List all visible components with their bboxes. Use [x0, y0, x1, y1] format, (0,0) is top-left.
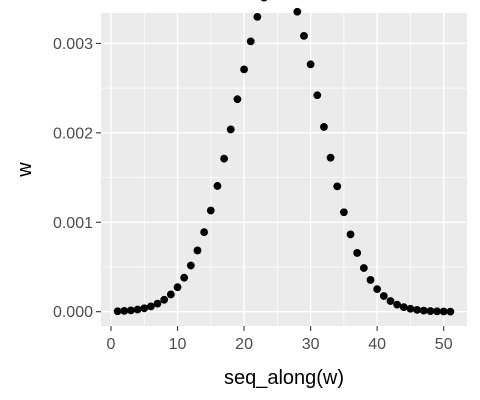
minor-gridlines [101, 13, 467, 326]
y-tick-label: 0.000 [53, 304, 93, 321]
data-point [200, 228, 209, 237]
data-point [220, 154, 229, 163]
data-point [379, 292, 388, 300]
data-point [419, 306, 428, 315]
data-point [173, 283, 182, 292]
data-point [133, 305, 142, 314]
data-point [399, 303, 408, 312]
x-tick-label: 20 [235, 336, 253, 353]
data-point [366, 276, 375, 284]
data-point [439, 307, 448, 316]
y-tick-label: 0.001 [53, 215, 93, 232]
data-point [320, 123, 328, 131]
data-point [313, 91, 322, 100]
x-tick-label: 0 [107, 336, 116, 353]
data-point [446, 307, 455, 316]
data-point [359, 264, 368, 272]
data-point [260, 0, 268, 2]
plot-panel [101, 13, 467, 326]
data-point [246, 37, 255, 46]
data-point [113, 307, 122, 316]
data-point [240, 65, 248, 74]
x-tick-label: 10 [169, 336, 187, 353]
data-point [300, 31, 308, 40]
x-tick-label: 30 [302, 336, 320, 353]
data-point [293, 7, 302, 16]
data-point [373, 285, 382, 294]
data-point [120, 306, 129, 315]
data-point [213, 182, 222, 190]
data-point [393, 300, 402, 309]
data-point [326, 153, 335, 162]
data-point [160, 295, 169, 304]
data-point [147, 302, 155, 311]
data-point [140, 304, 149, 313]
data-point [339, 208, 348, 217]
x-tick-label: 50 [435, 336, 453, 353]
x-tick-label: 40 [368, 336, 386, 353]
x-axis: 0 10 20 30 40 50 [107, 326, 453, 353]
data-point [193, 246, 202, 255]
data-point [406, 304, 415, 313]
data-point [186, 261, 195, 270]
data-point [353, 249, 362, 257]
data-point [426, 307, 435, 315]
data-point [413, 306, 421, 314]
data-point [346, 230, 355, 239]
data-point [233, 95, 242, 104]
data-point [333, 182, 342, 191]
data-point [206, 206, 215, 215]
data-point [127, 306, 135, 315]
y-axis: 0.000 0.001 0.002 0.003 [53, 36, 101, 321]
data-point [386, 297, 395, 305]
data-points [113, 0, 455, 316]
y-tick-label: 0.002 [53, 125, 93, 142]
data-point [226, 125, 235, 134]
y-tick-label: 0.003 [53, 36, 93, 53]
data-point [166, 290, 175, 299]
data-point [153, 299, 162, 308]
data-point [433, 307, 441, 316]
data-point [180, 273, 189, 282]
data-point [306, 60, 315, 69]
x-axis-title: seq_along(w) [224, 367, 344, 389]
y-axis-title: w [14, 162, 36, 178]
data-point [253, 12, 262, 21]
